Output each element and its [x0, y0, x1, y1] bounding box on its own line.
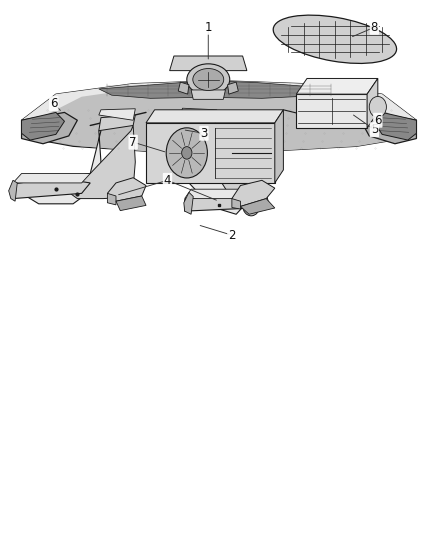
Polygon shape: [374, 112, 417, 140]
Polygon shape: [21, 112, 78, 144]
Polygon shape: [21, 81, 417, 151]
Text: 2: 2: [228, 229, 236, 241]
Polygon shape: [296, 78, 378, 94]
Polygon shape: [13, 174, 90, 183]
Polygon shape: [146, 123, 275, 183]
Text: 1: 1: [205, 21, 212, 34]
Polygon shape: [99, 109, 135, 120]
Circle shape: [166, 128, 208, 178]
Ellipse shape: [193, 69, 224, 91]
Polygon shape: [180, 114, 217, 131]
Polygon shape: [56, 125, 135, 199]
Polygon shape: [99, 115, 135, 131]
Polygon shape: [185, 193, 260, 211]
Polygon shape: [30, 84, 408, 151]
Polygon shape: [275, 110, 283, 183]
Polygon shape: [13, 177, 90, 199]
Text: 3: 3: [200, 127, 208, 140]
Text: 4: 4: [164, 174, 171, 187]
Text: 7: 7: [129, 136, 137, 149]
Text: 5: 5: [371, 123, 378, 136]
Polygon shape: [215, 125, 268, 211]
Polygon shape: [185, 189, 260, 199]
Ellipse shape: [273, 15, 396, 63]
Circle shape: [243, 195, 260, 216]
Polygon shape: [296, 94, 367, 128]
Polygon shape: [178, 82, 189, 94]
Polygon shape: [240, 199, 275, 214]
Polygon shape: [21, 112, 64, 140]
Circle shape: [182, 147, 192, 159]
Polygon shape: [367, 78, 378, 128]
Polygon shape: [180, 131, 245, 214]
Polygon shape: [146, 110, 283, 123]
Polygon shape: [191, 90, 226, 99]
Polygon shape: [232, 180, 275, 206]
Polygon shape: [180, 108, 217, 122]
Polygon shape: [21, 81, 417, 136]
Polygon shape: [170, 56, 247, 71]
Polygon shape: [360, 112, 417, 144]
Polygon shape: [116, 196, 146, 211]
Polygon shape: [21, 131, 101, 204]
Text: 6: 6: [374, 114, 381, 127]
Polygon shape: [228, 82, 238, 94]
Text: 8: 8: [371, 21, 378, 34]
Polygon shape: [99, 82, 339, 98]
Polygon shape: [232, 199, 240, 209]
Polygon shape: [107, 193, 116, 205]
Polygon shape: [9, 180, 17, 201]
Circle shape: [369, 96, 386, 117]
Text: 6: 6: [50, 97, 57, 110]
Polygon shape: [107, 177, 146, 201]
Ellipse shape: [187, 64, 230, 95]
Polygon shape: [184, 192, 193, 214]
